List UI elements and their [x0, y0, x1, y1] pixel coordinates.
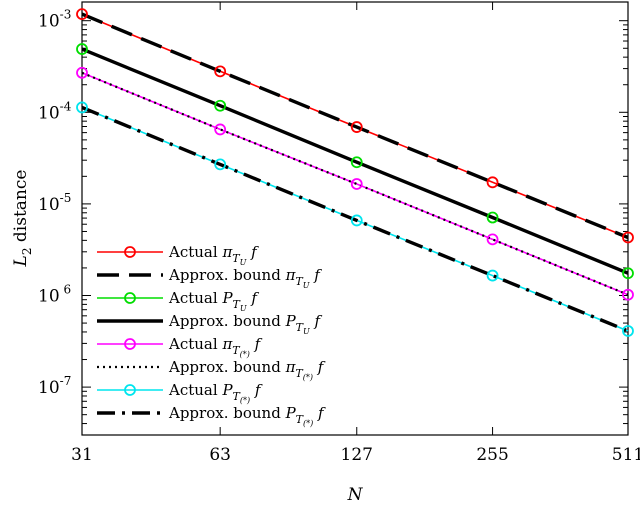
data-point	[486, 269, 499, 282]
data-point	[622, 267, 634, 280]
y-tick-label: 10-4	[38, 99, 72, 123]
x-tick-label: 63	[209, 445, 231, 465]
y-tick-label: 10-5	[38, 191, 71, 215]
data-point	[350, 156, 363, 169]
series-line	[81, 105, 629, 333]
data-point	[486, 176, 499, 189]
legend-label: Actual PTU f	[168, 289, 259, 313]
legend-marker	[124, 384, 136, 396]
y-tick-labels: 10-3 10-4 10-5 10 6 10-7	[38, 8, 72, 398]
x-tick-label: 127	[341, 445, 373, 465]
data-point	[350, 178, 363, 190]
legend-label: Actual πT(*) f	[168, 335, 263, 359]
data-point	[214, 123, 227, 136]
series-line	[81, 72, 629, 296]
x-tick-labels: 31 63 127 255 511	[71, 445, 640, 465]
legend-marker	[124, 338, 136, 350]
legend-label: Approx. bound PTU f	[168, 312, 323, 336]
data-point	[76, 66, 88, 79]
series-markers	[76, 8, 634, 337]
data-point	[214, 158, 227, 171]
y-tick-label: 10-3	[38, 8, 71, 32]
data-point	[486, 211, 499, 224]
y-tick-label: 10-7	[38, 374, 71, 398]
legend-marker	[124, 246, 136, 258]
x-tick-label: 511	[612, 445, 640, 465]
series-lines	[81, 12, 629, 333]
series-line	[81, 47, 629, 275]
x-tick-label: 255	[476, 445, 508, 465]
legend-label: Approx. bound PT(*) f	[168, 404, 326, 428]
data-point	[214, 65, 227, 78]
x-tick-label: 31	[71, 445, 93, 465]
legend-label: Actual PT(*) f	[168, 381, 263, 405]
x-axis-title: N	[347, 485, 364, 505]
legend-label: Approx. bound πTU f	[168, 266, 322, 290]
series-line	[81, 12, 629, 240]
legend-marker	[124, 292, 136, 304]
svg-text:L2 distance: L2 distance	[11, 170, 34, 268]
data-point	[76, 43, 88, 55]
y-tick-label: 10 6	[38, 283, 71, 307]
data-point	[214, 99, 227, 112]
data-point	[622, 288, 634, 301]
data-point	[76, 101, 88, 114]
y-axis-title: L2 distance	[11, 170, 34, 268]
data-point	[622, 325, 634, 337]
data-point	[350, 214, 363, 227]
data-point	[486, 233, 499, 246]
legend-label: Approx. bound πT(*) f	[168, 358, 326, 382]
data-point	[76, 8, 88, 21]
legend-label: Actual πTU f	[168, 243, 259, 267]
data-point	[622, 231, 634, 244]
data-point	[350, 121, 363, 133]
